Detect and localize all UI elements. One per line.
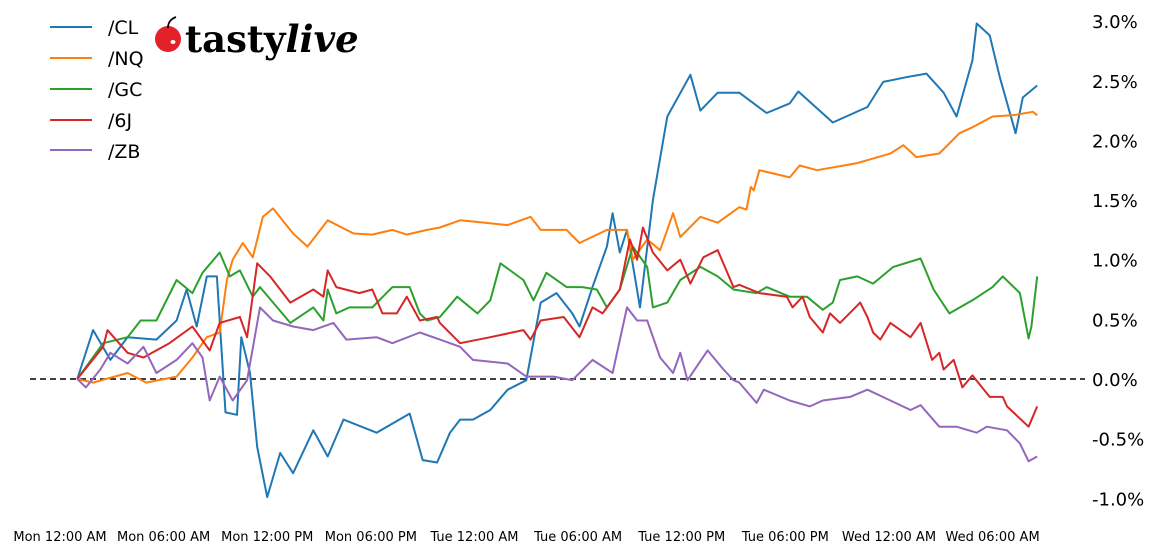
x-tick-label: Mon 12:00 PM	[221, 530, 313, 545]
legend-label-6j: /6J	[108, 110, 132, 132]
x-tick-label: Wed 12:00 AM	[842, 530, 936, 545]
legend-label-zb: /ZB	[108, 141, 140, 163]
series-layer	[76, 22, 1039, 499]
legend-label-nq: /NQ	[108, 48, 144, 70]
cherry-icon	[155, 16, 181, 52]
y-tick-label: 0.5%	[1092, 310, 1138, 331]
legend-label-gc: /GC	[108, 79, 142, 101]
logo-wordmark: tastylive	[185, 17, 359, 61]
y-tick-label: -0.5%	[1092, 430, 1144, 451]
x-tick-label: Mon 12:00 AM	[13, 530, 106, 545]
x-tick-label: Tue 06:00 PM	[741, 530, 829, 545]
x-tick-label: Tue 12:00 PM	[637, 530, 725, 545]
y-tick-label: 2.0%	[1092, 131, 1138, 152]
y-tick-label: 0.0%	[1092, 370, 1138, 391]
series-line-zb	[76, 306, 1038, 463]
x-tick-label: Wed 06:00 AM	[945, 530, 1039, 545]
legend: /CL /NQ /GC /6J /ZB	[50, 17, 144, 163]
y-tick-label: -1.0%	[1092, 489, 1144, 510]
series-line-6j	[76, 226, 1039, 428]
y-tick-label: 1.0%	[1092, 251, 1138, 272]
x-tick-label: Tue 06:00 AM	[533, 530, 622, 545]
x-tick-label: Tue 12:00 AM	[429, 530, 518, 545]
tastylive-logo: tastylive	[155, 16, 359, 61]
y-tick-label: 1.5%	[1092, 191, 1138, 212]
y-axis: 3.0% 2.5% 2.0% 1.5% 1.0% 0.5% 0.0% -0.5% -1.0%	[1092, 12, 1144, 510]
y-tick-label: 3.0%	[1092, 12, 1138, 33]
legend-label-cl: /CL	[108, 17, 139, 39]
x-tick-label: Mon 06:00 AM	[117, 530, 210, 545]
y-tick-label: 2.5%	[1092, 72, 1138, 93]
x-tick-label: Mon 06:00 PM	[325, 530, 417, 545]
series-line-gc	[76, 245, 1039, 380]
series-line-nq	[77, 110, 1038, 384]
series-line-cl	[76, 22, 1038, 499]
x-axis: Mon 12:00 AM Mon 06:00 AM Mon 12:00 PM Mon …	[13, 530, 1039, 545]
